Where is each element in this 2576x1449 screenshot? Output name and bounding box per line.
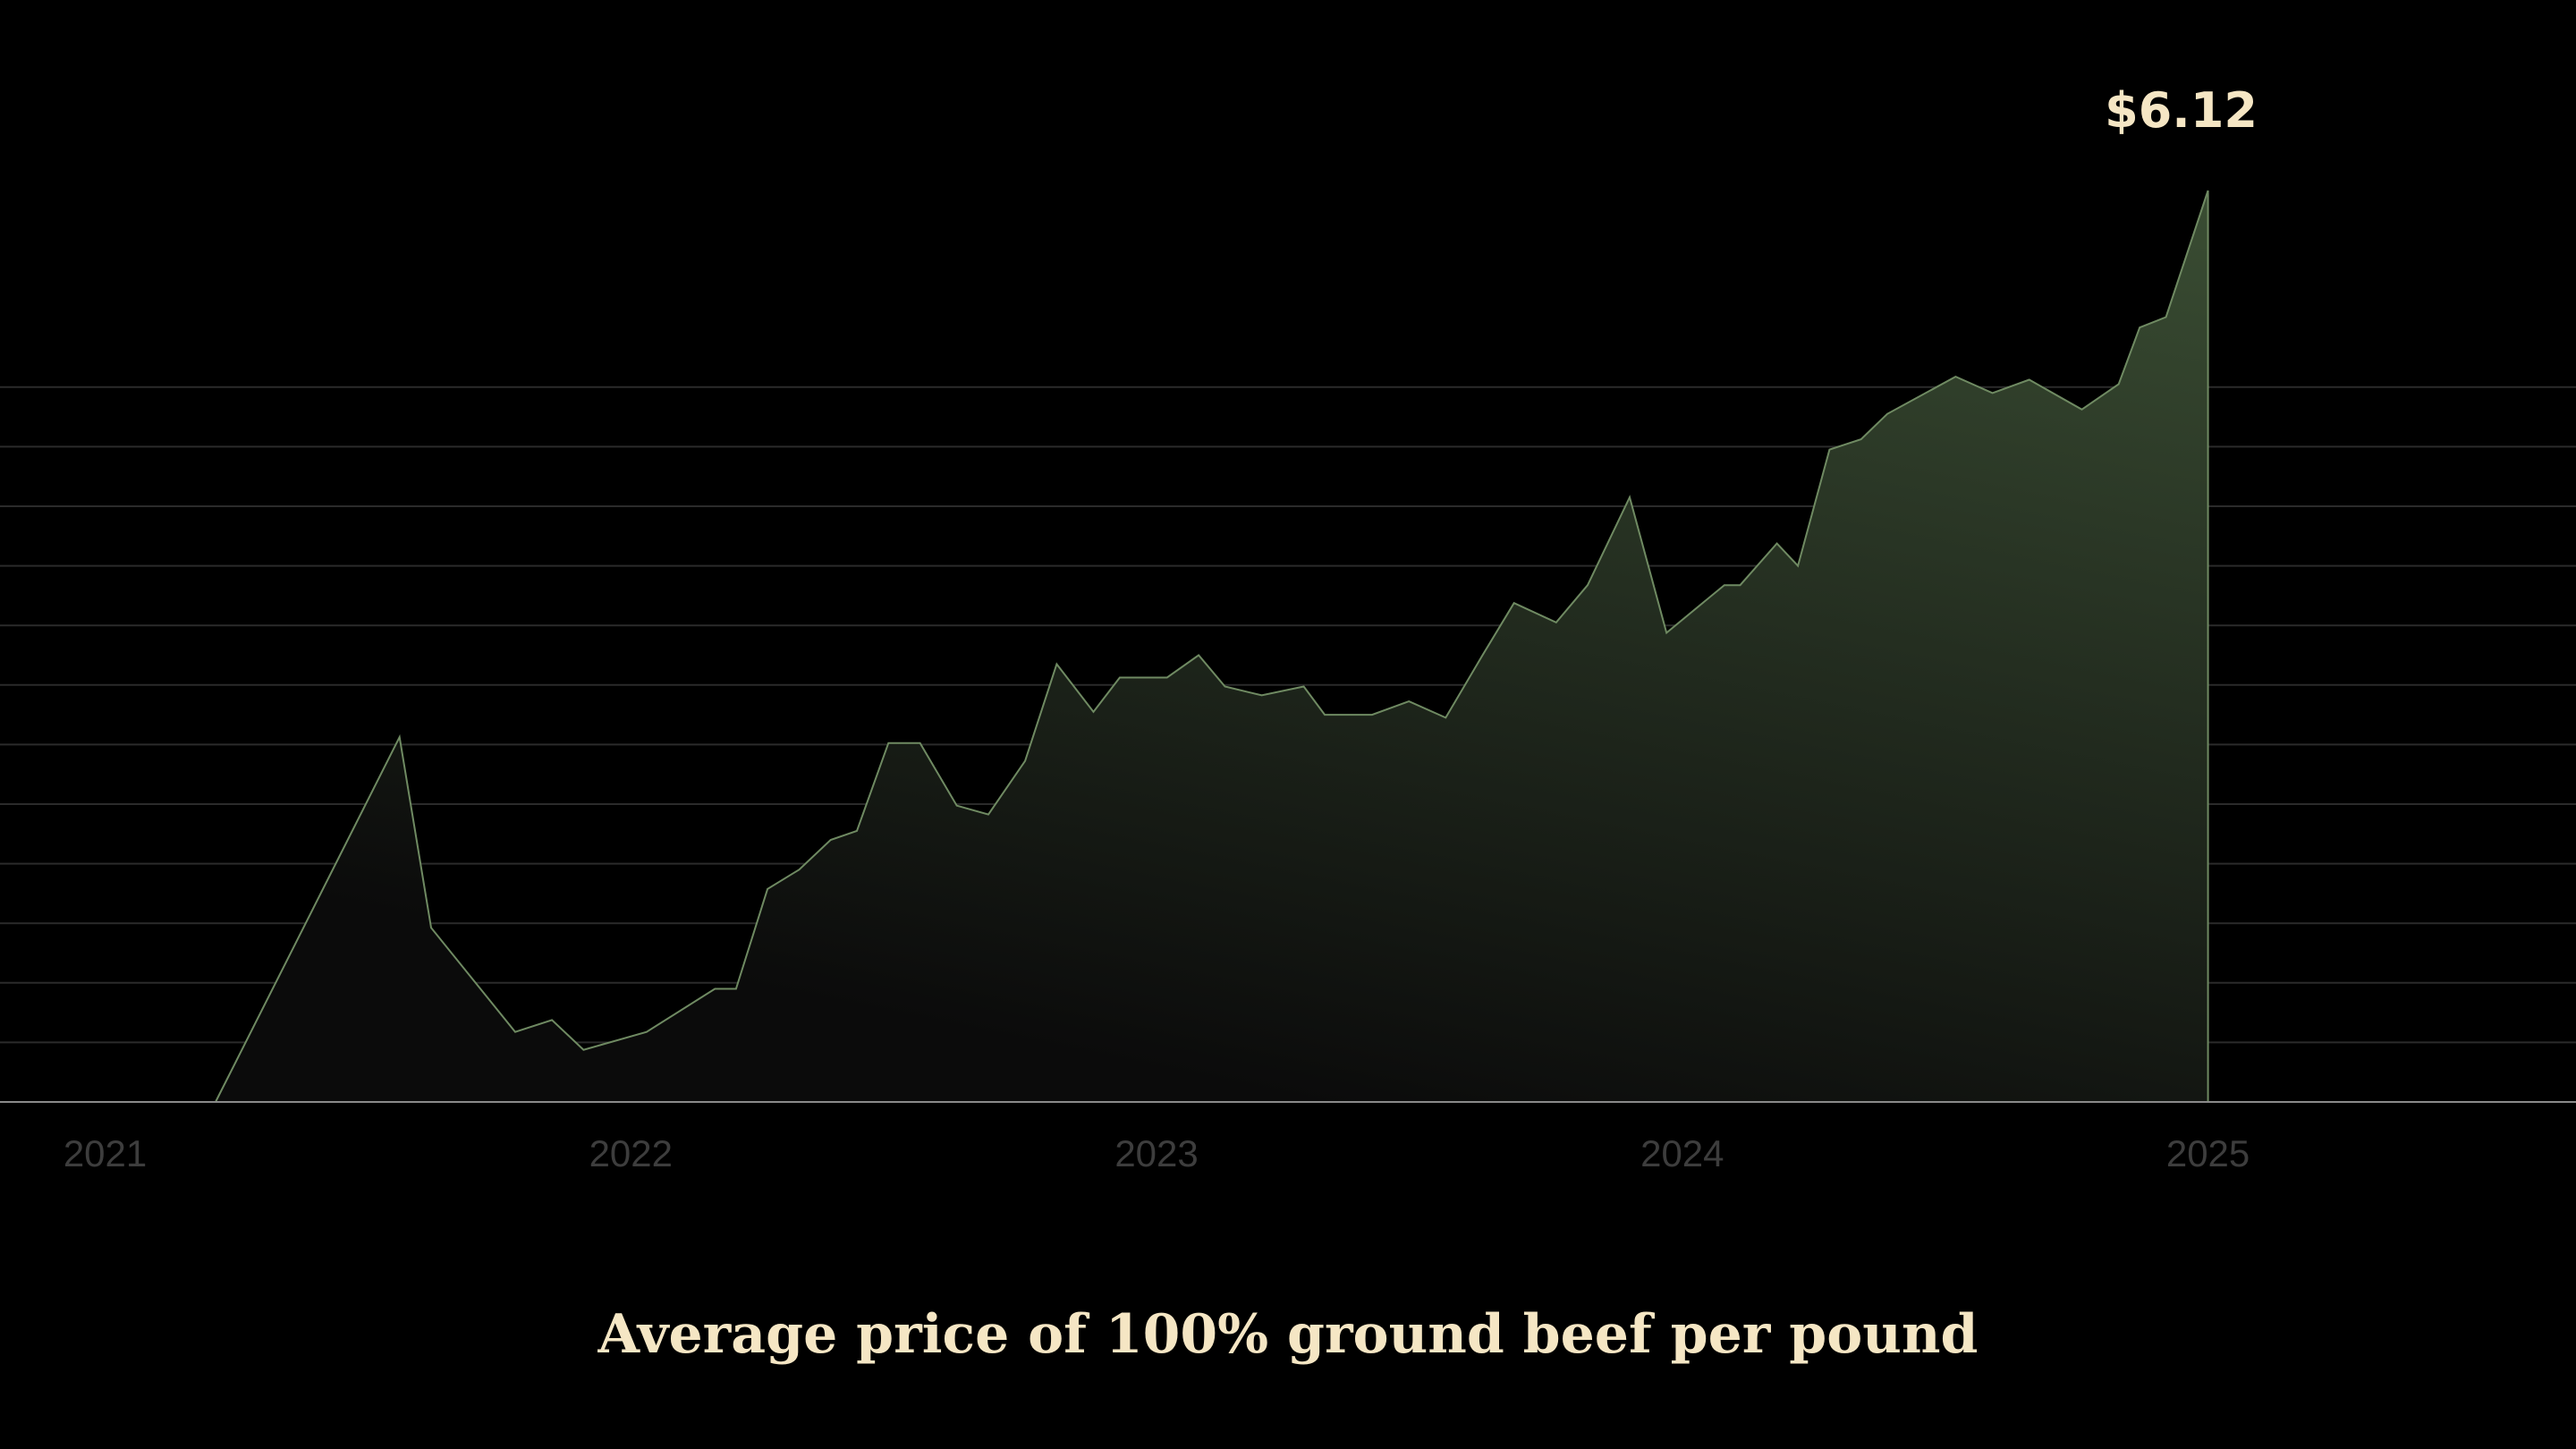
- price-area: [216, 191, 2208, 1102]
- x-axis-ticks: 2021 2022 2023 2024 2025: [64, 1132, 2250, 1174]
- x-tick-label: 2024: [1640, 1132, 1724, 1174]
- x-tick-label: 2025: [2166, 1132, 2250, 1174]
- x-tick-label: 2022: [589, 1132, 673, 1174]
- x-tick-label: 2023: [1114, 1132, 1198, 1174]
- chart-title: Average price of 100% ground beef per po…: [597, 1303, 1979, 1366]
- latest-value-label: $6.12: [2105, 82, 2258, 139]
- price-line: [215, 190, 2209, 1103]
- x-tick-label: 2021: [64, 1132, 147, 1174]
